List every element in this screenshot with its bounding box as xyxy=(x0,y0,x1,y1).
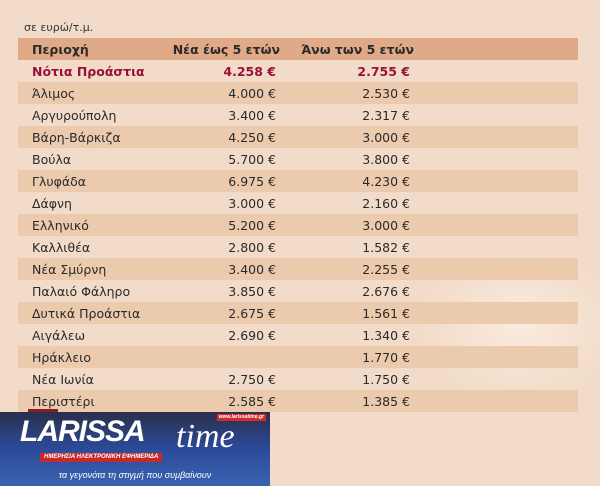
cell-old: 1.770 € xyxy=(362,349,410,365)
cell-old: 3.800 € xyxy=(362,151,410,167)
cell-area: Νέα Σμύρνη xyxy=(32,261,107,277)
cell-area: Ελληνικό xyxy=(32,217,89,233)
logo-larissa: LARISSA xyxy=(20,415,146,448)
cell-old: 2.676 € xyxy=(362,283,410,299)
cell-old: 3.000 € xyxy=(362,217,410,233)
table-row: Νέα Ιωνία 2.750 € 1.750 € xyxy=(18,368,578,390)
table-row: Γλυφάδα 6.975 € 4.230 € xyxy=(18,170,578,192)
table-row: Περιστέρι 2.585 € 1.385 € xyxy=(18,390,578,412)
table-row: Ελληνικό 5.200 € 3.000 € xyxy=(18,214,578,236)
table-row: Νότια Προάστια 4.258 € 2.755 € xyxy=(18,60,578,82)
cell-new: 3.850 € xyxy=(228,283,276,299)
table-row: Δάφνη 3.000 € 2.160 € xyxy=(18,192,578,214)
cell-area: Νότια Προάστια xyxy=(32,63,145,79)
logo-slogan: τα γεγονότα τη στιγμή που συμβαίνουν xyxy=(58,470,212,480)
cell-area: Δυτικά Προάστια xyxy=(32,305,141,321)
cell-old: 1.385 € xyxy=(362,393,410,409)
cell-area: Περιστέρι xyxy=(32,393,95,409)
logo-url: www.larissatime.gr xyxy=(216,414,266,421)
cell-area: Γλυφάδα xyxy=(32,173,86,189)
cell-new: 5.700 € xyxy=(228,151,276,167)
cell-new: 3.400 € xyxy=(228,107,276,123)
table-row: Αργυρούπολη 3.400 € 2.317 € xyxy=(18,104,578,126)
logo-subtitle: ΗΜΕΡΗΣΙΑ ΗΛΕΚΤΡΟΝΙΚΗ ΕΦΗΜΕΡΙΔΑ xyxy=(40,453,163,462)
logo-time: time xyxy=(176,418,235,455)
cell-area: Ηράκλειο xyxy=(32,349,91,365)
accent-tab xyxy=(28,409,58,414)
table-row: Δυτικά Προάστια 2.675 € 1.561 € xyxy=(18,302,578,324)
cell-area: Δάφνη xyxy=(32,195,72,211)
cell-new: 2.800 € xyxy=(228,239,276,255)
cell-new: 2.585 € xyxy=(228,393,276,409)
table-row: Ηράκλειο 1.770 € xyxy=(18,346,578,368)
cell-old: 3.000 € xyxy=(362,129,410,145)
cell-new: 3.400 € xyxy=(228,261,276,277)
price-table: Περιοχή Νέα έως 5 ετών Άνω των 5 ετών Νό… xyxy=(18,38,578,412)
table-row: Βούλα 5.700 € 3.800 € xyxy=(18,148,578,170)
cell-area: Νέα Ιωνία xyxy=(32,371,94,387)
cell-old: 2.160 € xyxy=(362,195,410,211)
cell-new: 2.675 € xyxy=(228,305,276,321)
cell-old: 4.230 € xyxy=(362,173,410,189)
cell-new: 6.975 € xyxy=(228,173,276,189)
table-row: Νέα Σμύρνη 3.400 € 2.255 € xyxy=(18,258,578,280)
table-row: Αιγάλεω 2.690 € 1.340 € xyxy=(18,324,578,346)
larissatime-logo: LARISSA time www.larissatime.gr ΗΜΕΡΗΣΙΑ… xyxy=(0,412,270,486)
header-area: Περιοχή xyxy=(32,41,89,57)
cell-old: 1.582 € xyxy=(362,239,410,255)
header-new: Νέα έως 5 ετών xyxy=(172,41,280,57)
cell-old: 1.340 € xyxy=(362,327,410,343)
cell-old: 1.750 € xyxy=(362,371,410,387)
cell-new: 4.258 € xyxy=(223,63,276,79)
cell-new: 4.000 € xyxy=(228,85,276,101)
cell-area: Καλλιθέα xyxy=(32,239,91,255)
table-row: Καλλιθέα 2.800 € 1.582 € xyxy=(18,236,578,258)
cell-new: 2.750 € xyxy=(228,371,276,387)
cell-old: 2.317 € xyxy=(362,107,410,123)
cell-old: 2.530 € xyxy=(362,85,410,101)
cell-area: Αργυρούπολη xyxy=(32,107,117,123)
header-old: Άνω των 5 ετών xyxy=(301,41,414,57)
cell-new: 3.000 € xyxy=(228,195,276,211)
cell-new: 2.690 € xyxy=(228,327,276,343)
cell-area: Βούλα xyxy=(32,151,72,167)
cell-old: 1.561 € xyxy=(362,305,410,321)
cell-area: Παλαιό Φάληρο xyxy=(32,283,131,299)
cell-old: 2.755 € xyxy=(357,63,410,79)
cell-new: 5.200 € xyxy=(228,217,276,233)
cell-area: Αιγάλεω xyxy=(32,327,86,343)
table-row: Άλιμος 4.000 € 2.530 € xyxy=(18,82,578,104)
table-row: Βάρη-Βάρκιζα 4.250 € 3.000 € xyxy=(18,126,578,148)
table-row: Παλαιό Φάληρο 3.850 € 2.676 € xyxy=(18,280,578,302)
unit-label: σε ευρώ/τ.μ. xyxy=(24,21,94,34)
cell-old: 2.255 € xyxy=(362,261,410,277)
table-header: Περιοχή Νέα έως 5 ετών Άνω των 5 ετών xyxy=(18,38,578,60)
cell-area: Βάρη-Βάρκιζα xyxy=(32,129,121,145)
cell-area: Άλιμος xyxy=(32,85,76,101)
cell-new: 4.250 € xyxy=(228,129,276,145)
